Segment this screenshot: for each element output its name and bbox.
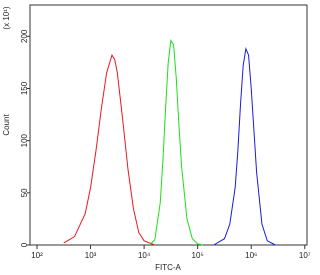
plot-frame bbox=[29, 4, 308, 246]
y-tick-label: 100 bbox=[20, 133, 29, 147]
x-tick-label: 10² bbox=[31, 251, 43, 260]
y-tick-label: 0 bbox=[20, 242, 29, 247]
x-tick-label: 10⁵ bbox=[192, 251, 204, 260]
y-axis-label: Count bbox=[2, 114, 11, 136]
y-tick-label: 150 bbox=[20, 81, 29, 95]
x-tick-label: 10³ bbox=[85, 251, 97, 260]
x-tick-label: 10⁷ bbox=[299, 251, 311, 260]
y-multiplier: (x 10¹) bbox=[2, 6, 11, 29]
histogram-curve bbox=[213, 47, 276, 246]
y-tick-label: 50 bbox=[20, 188, 29, 197]
x-axis-label: FITC-A bbox=[155, 263, 181, 272]
histogram-curve bbox=[63, 53, 156, 246]
y-tick-label: 200 bbox=[20, 29, 29, 43]
x-tick-label: 10⁶ bbox=[245, 251, 257, 260]
histogram-curve bbox=[149, 39, 204, 246]
x-tick-label: 10⁴ bbox=[138, 251, 151, 260]
chart: (x 10¹) Count FITC-A 0 50 100 150 200 10² 10³ 1… bbox=[2, 4, 311, 272]
